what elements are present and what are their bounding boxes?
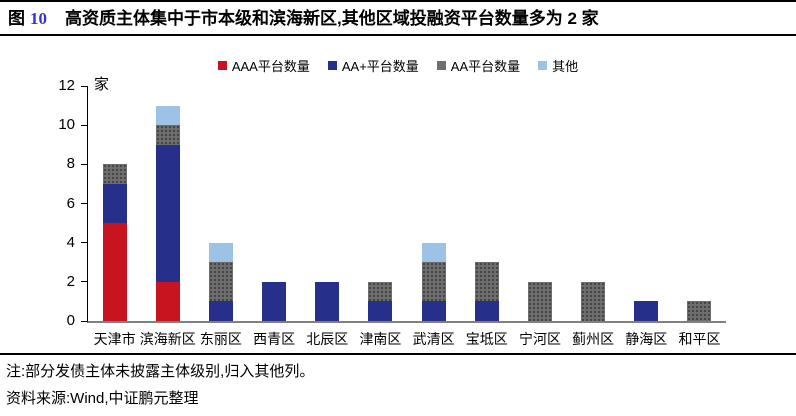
y-tick-label: 8 (66, 155, 75, 173)
legend-swatch-icon (327, 61, 337, 70)
bar-stack (315, 281, 340, 321)
bar-group: 东丽区 (194, 86, 247, 347)
figure-number: 10 (30, 9, 47, 28)
bar-group: 北辰区 (301, 86, 354, 347)
y-tick-label: 2 (66, 272, 75, 290)
bar-stack (368, 281, 393, 321)
y-tick-label: 6 (66, 194, 75, 212)
note-text: 注:部分发债主体未披露主体级别,归入其他列。 (6, 363, 315, 380)
top-rule (0, 0, 796, 2)
bar-group: 宝坻区 (460, 86, 513, 347)
bar-stack (687, 301, 712, 321)
bar-group: 滨海新区 (140, 86, 196, 347)
x-axis-label: 蓟州区 (572, 331, 615, 347)
bar-group: 宁河区 (513, 86, 566, 347)
x-axis-label: 西青区 (253, 331, 296, 347)
x-axis-label: 滨海新区 (139, 331, 196, 347)
legend-swatch-icon (217, 61, 227, 70)
bar-segment (581, 281, 606, 321)
y-tick-mark (81, 320, 87, 322)
bar-segment (421, 242, 446, 263)
bar-segment (208, 262, 233, 302)
legend-swatch-icon (538, 61, 548, 70)
y-tick-label: 12 (58, 77, 75, 94)
x-axis-label: 北辰区 (306, 331, 349, 347)
bar-group: 蓟州区 (567, 86, 620, 347)
bar-stack (102, 164, 127, 321)
x-axis-label: 津南区 (359, 331, 402, 347)
y-tick-mark (81, 242, 87, 244)
footer-rule (0, 353, 796, 355)
bar-segment (155, 144, 180, 282)
legend-item: 其他 (538, 56, 578, 75)
bar-group: 武清区 (407, 86, 460, 347)
bar-group: 天津市 (88, 86, 141, 347)
source-text: 资料来源:Wind,中证鹏元整理 (6, 390, 199, 407)
bars-container: 天津市 滨海新区 东丽区 西青区 北辰区 津南区 武清区 宝坻区 宁河区 蓟州区 静海区 和平区 (88, 86, 726, 347)
y-tick-label: 10 (58, 116, 75, 134)
legend-item: AAA平台数量 (217, 56, 310, 75)
bar-segment (421, 262, 446, 302)
bar-segment (687, 301, 712, 321)
x-axis-label: 静海区 (625, 331, 668, 347)
bar-segment (315, 281, 340, 321)
legend-label: AA平台数量 (450, 59, 521, 74)
legend-item: AA+平台数量 (327, 56, 419, 75)
y-tick-mark (81, 85, 87, 87)
bar-group: 和平区 (673, 86, 726, 347)
bar-segment (634, 301, 659, 321)
x-axis-label: 天津市 (93, 331, 136, 347)
y-tick-mark (81, 281, 87, 283)
y-tick-mark (81, 124, 87, 126)
bar-stack (208, 242, 233, 321)
bar-stack (421, 242, 446, 321)
y-tick-mark (81, 203, 87, 204)
bar-segment (155, 281, 180, 321)
bar-segment (474, 262, 499, 302)
bar-segment (102, 183, 127, 224)
bar-stack (527, 281, 552, 321)
y-tick-label: 4 (66, 233, 75, 251)
bar-segment (102, 223, 127, 321)
bar-group: 西青区 (248, 86, 301, 347)
bar-segment (527, 281, 552, 321)
bar-segment (155, 105, 180, 126)
bar-segment (368, 301, 393, 321)
figure-title-text: 高资质主体集中于市本级和滨海新区,其他区域投融资平台数量多为 2 家 (65, 9, 599, 28)
y-tick-mark (81, 163, 87, 165)
x-axis-label: 武清区 (412, 331, 455, 347)
bar-stack (581, 281, 606, 321)
x-axis-label: 东丽区 (199, 331, 242, 347)
bar-stack (474, 262, 499, 321)
legend-label: AAA平台数量 (231, 59, 310, 74)
bar-group: 津南区 (354, 86, 407, 347)
plot-area: 家 0 2 4 6 8 10 12 天津市 滨海新区 东丽区 西青区 北辰区 津南区 武清区 宝坻区 宁河区… (58, 76, 726, 347)
bar-segment (208, 242, 233, 263)
bar-segment (102, 164, 127, 184)
y-tick-label: 0 (66, 312, 75, 329)
x-axis-label: 和平区 (678, 331, 721, 347)
bar-stack (262, 281, 287, 321)
bar-segment (208, 301, 233, 321)
legend-swatch-icon (436, 61, 446, 70)
bar-segment (155, 125, 180, 145)
bar-segment (474, 301, 499, 321)
y-axis-unit-label: 家 (94, 76, 110, 93)
legend-item: AA平台数量 (436, 56, 521, 75)
legend-label: AA+平台数量 (341, 59, 419, 74)
title-rule (0, 34, 796, 36)
bar-segment (262, 281, 287, 321)
figure-title: 图 10 高资质主体集中于市本级和滨海新区,其他区域投融资平台数量多为 2 家 (8, 8, 788, 30)
figure-label: 图 (8, 9, 25, 28)
legend-label: 其他 (552, 59, 579, 74)
x-axis-label: 宁河区 (518, 331, 561, 347)
bar-segment (421, 301, 446, 321)
bar-stack (634, 301, 659, 321)
bar-segment (368, 281, 393, 302)
x-axis-label: 宝坻区 (465, 331, 508, 347)
bar-group: 静海区 (620, 86, 673, 347)
bar-stack (155, 105, 180, 321)
chart-legend: AAA平台数量 AA+平台数量 AA平台数量 其他 (0, 56, 796, 75)
